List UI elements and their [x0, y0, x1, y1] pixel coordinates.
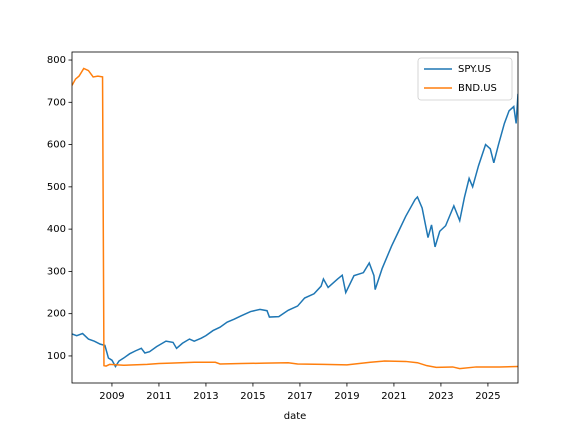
legend-label: BND.US — [458, 83, 497, 94]
series-line — [72, 67, 518, 370]
x-tick-label: 2009 — [99, 391, 124, 402]
y-tick-label: 600 — [47, 140, 66, 151]
x-tick-label: 2013 — [193, 391, 218, 402]
y-tick-label: 800 — [47, 55, 66, 66]
x-tick-label: 2025 — [475, 391, 500, 402]
x-tick-label: 2015 — [240, 391, 265, 402]
x-tick-label: 2021 — [381, 391, 406, 402]
x-axis-label: date — [284, 411, 307, 422]
y-tick-label: 100 — [47, 351, 66, 362]
x-tick-label: 2019 — [334, 391, 359, 402]
y-tick-label: 700 — [47, 97, 66, 108]
y-tick-label: 300 — [47, 266, 66, 277]
x-tick-label: 2011 — [146, 391, 171, 402]
x-tick-label: 2017 — [287, 391, 312, 402]
y-tick-label: 500 — [47, 182, 66, 193]
legend-label: SPY.US — [458, 64, 491, 75]
y-tick-label: 400 — [47, 224, 66, 235]
y-tick-label: 200 — [47, 309, 66, 320]
plot-frame — [71, 51, 519, 384]
x-tick-label: 2023 — [428, 391, 453, 402]
series-line — [72, 93, 518, 368]
